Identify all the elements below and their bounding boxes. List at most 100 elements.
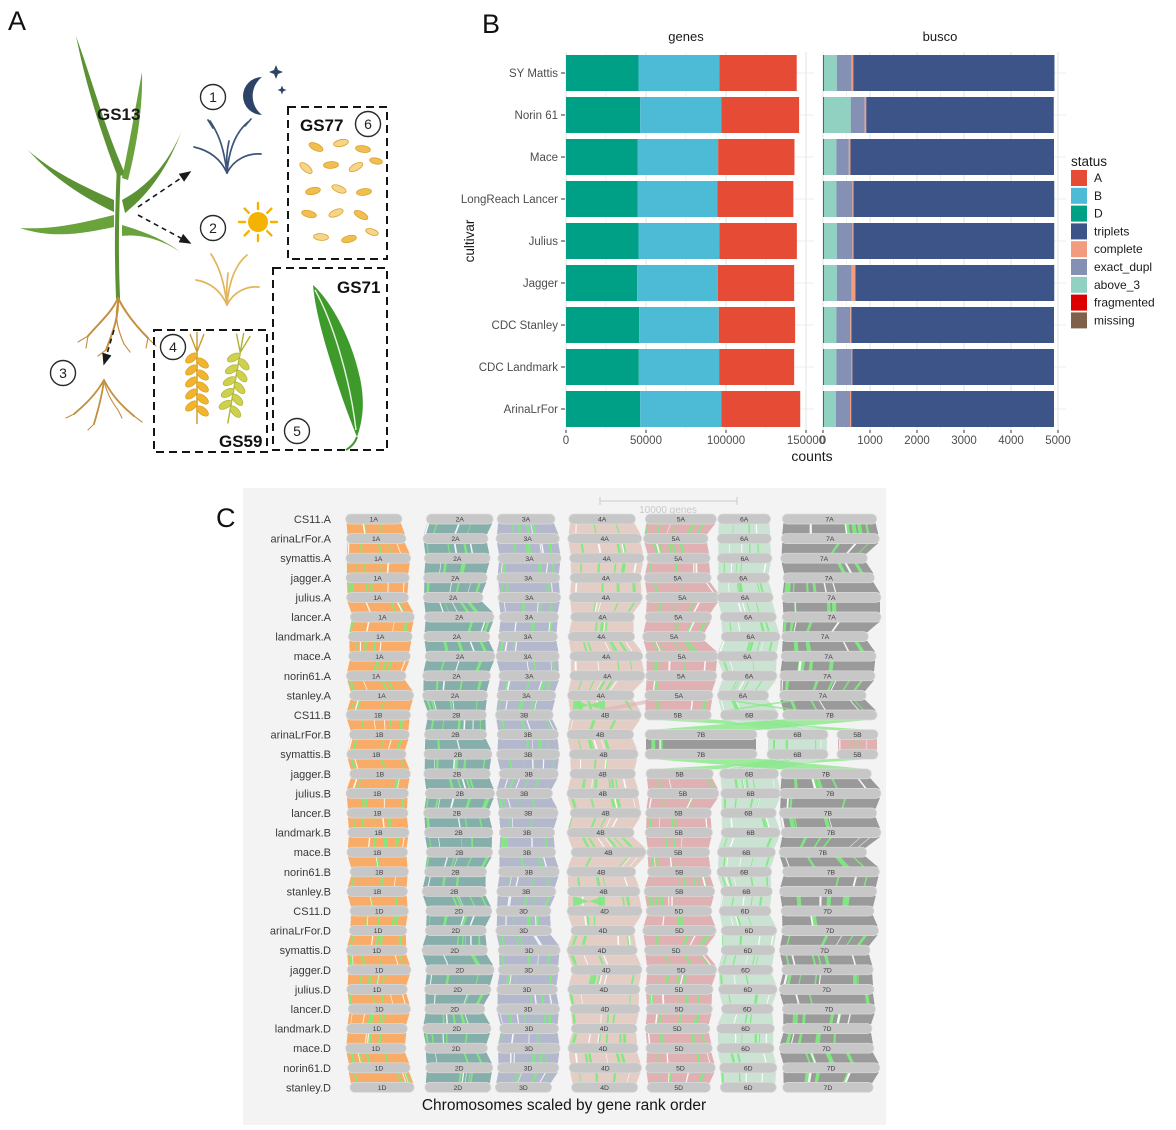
chromosome-label: 1A <box>373 595 382 602</box>
ribbon-gap <box>626 1072 631 1083</box>
inversion-streak <box>672 641 682 652</box>
chromosome-block <box>496 748 561 760</box>
ribbon-gap <box>763 562 767 574</box>
ribbon-gap <box>509 876 512 887</box>
inversion-streak <box>378 954 382 966</box>
chromosome-block <box>349 611 415 623</box>
chromosome-block <box>781 592 882 603</box>
ribbon-gap <box>551 582 553 593</box>
inversion-streak <box>580 562 583 574</box>
ribbon-gap <box>617 935 620 946</box>
ribbon-gap <box>737 601 743 613</box>
synteny-ribbon <box>497 1013 559 1025</box>
inversion-streak <box>458 1072 462 1083</box>
inversion-streak <box>498 699 502 711</box>
chromosome-block <box>570 964 643 976</box>
ribbon-gap <box>387 582 389 593</box>
chromosome-block <box>720 631 781 642</box>
ribbon-gap <box>456 739 461 750</box>
synteny-ribbon <box>423 699 487 711</box>
inversion-streak <box>371 993 376 1005</box>
inversion-streak <box>738 1072 741 1083</box>
synteny-ribbon <box>782 601 880 613</box>
bar-segment-complete <box>851 55 854 91</box>
inversion-streak <box>836 562 847 574</box>
inversion-streak <box>464 935 467 946</box>
chromosome-block <box>566 944 638 956</box>
ribbon-gap <box>362 523 366 535</box>
ribbon-gap <box>857 837 872 848</box>
inversion-streak <box>605 1033 609 1044</box>
chromosome-block <box>425 1062 494 1074</box>
ribbon-gap <box>737 680 745 691</box>
inversion-streak <box>443 641 449 652</box>
ribbon-gap <box>429 974 433 985</box>
synteny-ribbon <box>499 856 559 868</box>
chromosome-block <box>779 788 882 799</box>
ribbon-gap <box>794 601 796 613</box>
inversion-streak <box>745 641 752 652</box>
legend-swatch <box>1071 276 1087 293</box>
ribbon-gap <box>737 621 741 633</box>
x-tick-label: 50000 <box>630 435 662 447</box>
ribbon-gap <box>504 641 508 652</box>
inversion-streak <box>470 954 480 966</box>
chromosome-label: 2D <box>452 1026 461 1033</box>
synteny-ribbon <box>496 935 560 946</box>
synteny-ribbon <box>346 797 408 809</box>
inversion-streak <box>648 817 652 829</box>
ribbon-gap <box>516 1013 520 1025</box>
inversion-streak <box>856 523 863 535</box>
inversion-streak <box>539 1052 543 1064</box>
ribbon-gap <box>424 523 430 535</box>
inversion-streak <box>364 641 367 652</box>
chromosome-block <box>567 984 641 995</box>
inversion-streak <box>734 797 737 809</box>
chromosome-block <box>781 1003 876 1015</box>
ribbon-gap <box>354 699 360 711</box>
chromosome-label: 2D <box>452 1046 461 1053</box>
ribbon-gap <box>609 680 618 691</box>
inversion-streak <box>808 993 813 1005</box>
inversion-streak <box>512 543 517 554</box>
inversion-streak <box>431 1033 435 1044</box>
chromosome-block <box>349 768 411 780</box>
chromosome-label: 4A <box>603 556 612 563</box>
inversion-streak <box>373 660 378 672</box>
bar-segment-D <box>566 97 641 133</box>
inversion-streak <box>752 778 756 789</box>
inversion-streak <box>537 562 542 574</box>
y-tick-label: Jagger <box>523 278 558 290</box>
bar-segment-missing <box>823 307 824 343</box>
inversion-streak <box>377 915 381 927</box>
inversion-streak <box>768 641 774 652</box>
chromosome-block <box>720 827 781 838</box>
ribbon-gap <box>686 797 693 809</box>
inversion-streak <box>604 680 615 691</box>
inversion-streak <box>826 680 835 691</box>
ribbon-gap <box>532 758 534 770</box>
chromosome-block <box>646 846 711 858</box>
chromosome-block <box>423 729 488 740</box>
inversion-streak <box>530 797 537 809</box>
inversion-streak <box>587 641 593 652</box>
synteny-ribbon <box>717 1033 774 1044</box>
chromosome-label: 5D <box>673 1026 682 1033</box>
ribbon-gap <box>733 1013 738 1025</box>
inversion-streak <box>588 719 597 731</box>
inversion-streak <box>672 601 677 613</box>
ribbon-gap <box>605 1052 609 1064</box>
chromosome-block <box>569 552 645 564</box>
ribbon-gap <box>382 817 385 829</box>
ribbon-gap <box>505 699 508 711</box>
inversion-streak <box>671 817 674 829</box>
chromosome-label: 6D <box>741 1046 750 1053</box>
ribbon-gap <box>531 837 533 848</box>
stage-markers: 1 2 3 4 5 6 <box>49 83 382 445</box>
bar-segment-exact_dupl <box>836 349 852 385</box>
chromosome-label: 1D <box>373 1026 382 1033</box>
ribbon-gap <box>362 1013 366 1025</box>
inversion-streak <box>475 1052 483 1064</box>
inversion-streak <box>594 758 597 770</box>
inversion-streak <box>751 954 756 966</box>
